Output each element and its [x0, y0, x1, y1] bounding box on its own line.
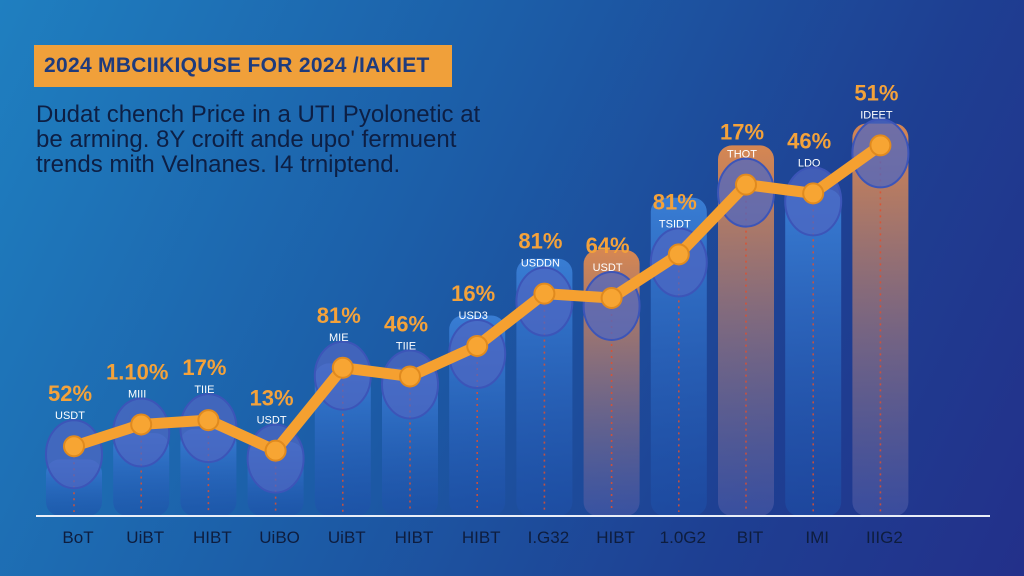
x-tick-label: BoT — [62, 528, 93, 547]
x-tick-label: HIBT — [193, 528, 232, 547]
point-label: 46% — [384, 311, 428, 336]
point-label: 81% — [518, 229, 562, 254]
trend-point — [466, 334, 489, 357]
point-label: 46% — [787, 128, 831, 153]
point-label: 81% — [653, 189, 697, 214]
subtitle-line-2: be arming. 8Y croift ande upo' fermuent — [36, 126, 457, 153]
point-sublabel: USDT — [257, 415, 287, 427]
trend-point — [735, 173, 757, 196]
x-tick-label: BIT — [737, 528, 763, 547]
x-tick-label: I.G32 — [528, 528, 570, 547]
point-sublabel: USDDN — [521, 258, 560, 270]
point-sublabel: TIIE — [194, 384, 214, 396]
x-tick-label: IIIG2 — [866, 528, 903, 547]
point-label: 64% — [586, 233, 630, 258]
point-sublabel: USDT — [593, 262, 623, 274]
bar — [785, 189, 842, 516]
subtitle-line-1: Dudat chench Price in a UTI Pyolonetic a… — [36, 101, 481, 128]
trend-point — [533, 282, 556, 305]
point-label: 1.10% — [106, 359, 168, 384]
trend-point — [869, 134, 892, 157]
trend-point — [802, 182, 825, 205]
x-tick-label: UiBO — [259, 528, 300, 547]
x-tick-label: IMI — [805, 528, 829, 547]
trend-point — [197, 409, 220, 432]
point-sublabel: MIE — [329, 332, 349, 344]
trend-point — [600, 287, 623, 309]
point-sublabel: TSIDT — [659, 218, 691, 230]
trend-point — [130, 413, 153, 436]
trend-point — [399, 365, 421, 388]
point-label: 17% — [720, 120, 764, 145]
x-tick-label: UiBT — [126, 528, 164, 547]
x-tick-label: UiBT — [328, 528, 366, 547]
trend-point — [331, 356, 354, 379]
point-label: 16% — [451, 281, 495, 306]
point-label: 52% — [48, 381, 92, 406]
chart-title-banner: 2024 MBCIIKIQUSE FOR 2024 /IAKIET — [34, 45, 452, 87]
trend-point — [667, 243, 690, 266]
point-sublabel: THOT — [727, 149, 757, 161]
point-label: 13% — [250, 386, 294, 411]
point-sublabel: LDO — [798, 157, 821, 169]
x-tick-label: HIBT — [395, 528, 434, 547]
x-tick-label: HIBT — [596, 528, 635, 547]
point-label: 81% — [317, 303, 361, 328]
point-label: 51% — [854, 80, 898, 105]
x-tick-label: HIBT — [462, 528, 501, 547]
point-sublabel: USDT — [55, 410, 85, 422]
point-sublabel: TIIE — [396, 340, 416, 352]
x-tick-label: 1.0G2 — [660, 528, 706, 547]
chart-title: 2024 MBCIIKIQUSE FOR 2024 /IAKIET — [44, 54, 430, 77]
point-sublabel: IDEET — [860, 109, 893, 121]
trend-point — [63, 435, 85, 458]
trend-point — [264, 439, 287, 462]
chart-subtitle: Dudat chench Price in a UTI Pyolonetic a… — [36, 102, 496, 177]
subtitle-line-3: trends mith Velnanes. I4 trniptend. — [36, 151, 401, 178]
point-sublabel: USD3 — [459, 310, 488, 322]
bar — [852, 123, 909, 516]
bar — [718, 145, 774, 516]
point-label: 17% — [182, 355, 226, 380]
point-sublabel: MIII — [128, 388, 146, 400]
